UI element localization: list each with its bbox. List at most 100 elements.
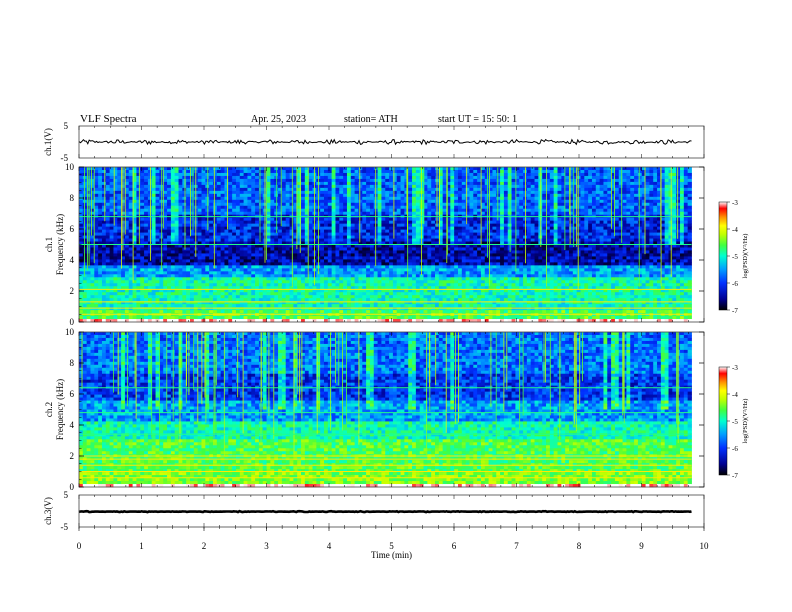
- spectrogram-cell: [423, 208, 428, 213]
- spectrogram-cell: [297, 283, 302, 287]
- spectrogram-cell: [243, 262, 248, 266]
- spectrogram-cell: [358, 244, 363, 248]
- spectrogram-cell: [136, 238, 141, 242]
- spectrogram-cell: [442, 286, 447, 290]
- spectrogram-cell: [155, 190, 160, 195]
- spectrogram-cell: [212, 271, 218, 275]
- spectrogram-cell: [392, 277, 398, 281]
- spectrogram-cell: [101, 271, 107, 275]
- spectrogram-cell: [412, 226, 417, 230]
- spectrogram-cell: [438, 301, 444, 305]
- spectrogram-cell: [308, 187, 313, 192]
- spectrogram-cell: [151, 202, 156, 207]
- spectrogram-cell: [178, 295, 183, 299]
- spectrogram-cell: [362, 181, 367, 186]
- spectrogram-cell: [412, 241, 417, 245]
- spectrogram-cell: [228, 172, 233, 177]
- spectrogram-cell: [427, 265, 432, 269]
- spectrogram-cell: [274, 256, 279, 260]
- spectrogram-cell: [201, 307, 206, 311]
- spectrogram-cell: [389, 226, 394, 230]
- spectrogram-cell: [140, 220, 145, 225]
- spectrogram-cell: [174, 304, 179, 308]
- spectrogram-cell: [182, 259, 187, 263]
- spectrogram-cell: [281, 268, 287, 272]
- spectrogram-cell: [140, 235, 145, 239]
- spectrogram-cell: [247, 286, 252, 290]
- spectrogram-cell: [121, 298, 126, 302]
- spectrogram-cell: [113, 175, 118, 180]
- spectrogram-cell: [117, 295, 122, 299]
- spectrogram-cell: [220, 283, 225, 287]
- spectrogram-cell: [400, 226, 405, 230]
- spectrogram-cell: [335, 253, 340, 257]
- spectrogram-cell: [113, 190, 118, 195]
- spectrogram-cell: [147, 247, 153, 251]
- spectrogram-cell: [86, 319, 91, 323]
- spectrogram-cell: [201, 247, 206, 251]
- spectrogram-cell: [109, 235, 114, 239]
- spectrogram-cell: [182, 307, 187, 311]
- spectrogram-cell: [327, 235, 333, 239]
- spectrogram-cell: [247, 277, 252, 281]
- spectrogram-cell: [197, 304, 202, 308]
- spectrogram-cell: [186, 229, 191, 233]
- spectrogram-cell: [117, 167, 122, 171]
- spectrogram-cell: [147, 232, 153, 236]
- spectrogram-cell: [339, 238, 344, 242]
- spectrogram-cell: [239, 229, 245, 233]
- spectrogram-cell: [136, 211, 141, 216]
- spectrogram-cell: [381, 298, 386, 302]
- spectrogram-cell: [201, 178, 206, 183]
- spectrogram-cell: [281, 217, 287, 222]
- spectrogram-cell: [201, 304, 206, 308]
- spectrogram-cell: [289, 229, 294, 233]
- spectrogram-cell: [304, 295, 310, 299]
- spectrogram-cell: [201, 289, 206, 293]
- spectrogram-cell: [293, 172, 298, 177]
- spectrogram-cell: [331, 238, 336, 242]
- spectrogram-cell: [381, 295, 386, 299]
- spectrogram-cell: [151, 298, 156, 302]
- spectrogram-cell: [94, 253, 99, 257]
- spectrogram-cell: [174, 274, 179, 278]
- spectrogram-cell: [297, 259, 302, 263]
- spectrogram-cell: [369, 232, 375, 236]
- spectrogram-cell: [155, 247, 160, 251]
- spectrogram-cell: [392, 262, 398, 266]
- spectrogram-cell: [224, 262, 229, 266]
- spectrogram-cell: [358, 280, 363, 284]
- spectrogram-cell: [324, 235, 329, 239]
- spectrogram-cell: [400, 199, 405, 204]
- spectrogram-cell: [101, 229, 107, 233]
- spectrogram-cell: [392, 298, 398, 302]
- spectrogram-cell: [431, 184, 436, 189]
- spectrogram-cell: [144, 226, 149, 230]
- spectrogram-cell: [346, 211, 352, 216]
- spectrogram-cell: [408, 319, 413, 323]
- spectrogram-cell: [155, 316, 160, 320]
- spectrogram-cell: [190, 271, 195, 275]
- spectrogram-cell: [396, 193, 401, 198]
- spectrogram-cell: [427, 286, 432, 290]
- spectrogram-cell: [396, 277, 401, 281]
- spectrogram-cell: [423, 167, 428, 171]
- spectrogram-cell: [396, 307, 401, 311]
- spectrogram-cell: [427, 205, 432, 210]
- spectrogram-cell: [362, 208, 367, 213]
- spectrogram-cell: [423, 226, 428, 230]
- spectrogram-cell: [297, 241, 302, 245]
- spectrogram-cell: [105, 208, 111, 213]
- spectrogram-cell: [274, 286, 279, 290]
- spectrogram-cell: [147, 187, 153, 192]
- spectrogram-cell: [201, 295, 206, 299]
- spectrogram-cell: [174, 205, 179, 210]
- spectrogram-cell: [297, 196, 302, 201]
- spectrogram-cell: [79, 268, 84, 272]
- spectrogram-cell: [243, 208, 248, 213]
- spectrogram-cell: [235, 193, 241, 198]
- spectrogram-cell: [113, 226, 118, 230]
- spectrogram-cell: [262, 274, 267, 278]
- spectrogram-cell: [266, 301, 271, 305]
- spectrogram-cell: [251, 229, 256, 233]
